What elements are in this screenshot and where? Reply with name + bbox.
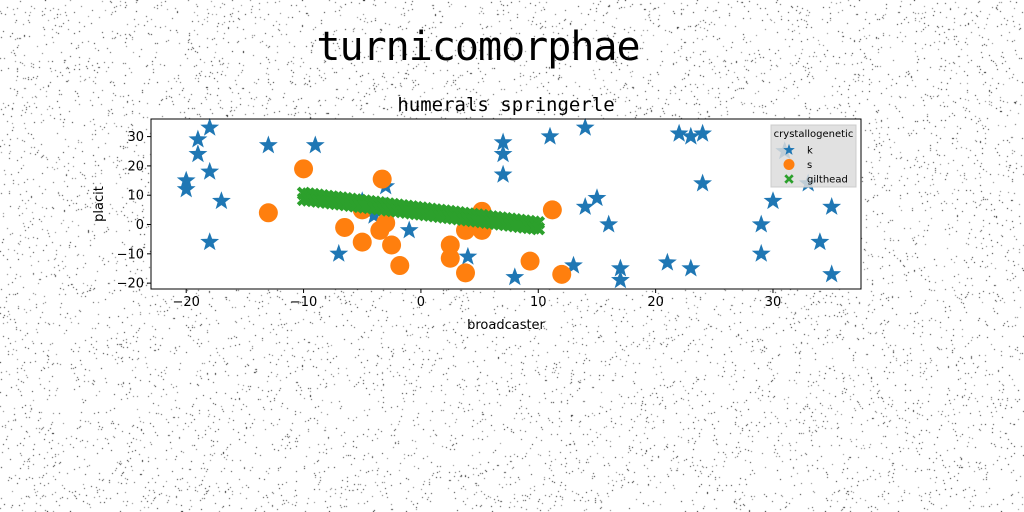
data-point-k: [575, 197, 595, 215]
data-point-s: [376, 213, 396, 233]
legend-marker-gilthead: [784, 174, 794, 184]
data-point-k: [200, 232, 220, 251]
data-point-k: [822, 197, 842, 215]
data-point-k: [564, 255, 583, 274]
data-point-s: [440, 235, 460, 255]
x-tick-label: 30: [765, 295, 782, 310]
y-tick-label: 10: [127, 189, 144, 204]
data-point-s: [294, 159, 314, 179]
data-point-k: [763, 191, 783, 210]
data-point-k: [188, 129, 208, 148]
data-point-s: [382, 235, 402, 255]
data-point-s: [352, 232, 372, 252]
y-tick-label: 0: [136, 218, 144, 233]
data-point-k: [493, 132, 513, 151]
x-tick-label: 10: [530, 295, 547, 310]
y-tick-label: −20: [117, 277, 144, 292]
data-point-k: [305, 135, 325, 154]
y-tick-label: −10: [117, 247, 144, 262]
data-point-k: [611, 270, 630, 289]
data-point-s: [542, 200, 562, 220]
data-point-s: [552, 264, 572, 284]
data-point-s: [440, 248, 460, 268]
data-point-k: [681, 258, 701, 277]
data-point-k: [751, 243, 771, 262]
data-point-k: [751, 214, 771, 233]
data-point-k: [669, 123, 689, 142]
data-point-k: [258, 135, 278, 154]
data-point-k: [200, 161, 220, 180]
data-point-k: [657, 252, 677, 271]
legend-label: s: [807, 160, 812, 171]
data-point-s: [520, 251, 540, 271]
data-point-k: [611, 258, 630, 277]
data-point-s: [456, 220, 476, 240]
data-point-k: [176, 179, 196, 198]
data-point-k: [822, 264, 842, 283]
y-axis-label: placit: [92, 186, 107, 222]
legend-label: gilthead: [807, 175, 848, 186]
series-gilthead: [296, 186, 546, 236]
data-point-k: [493, 144, 513, 163]
x-axis: −20 −10 0 10 20 30: [172, 289, 781, 310]
data-point-s: [372, 169, 392, 189]
figure-title: turnicomorphae: [316, 24, 640, 70]
data-point-k: [587, 188, 607, 207]
x-tick-label: 20: [647, 295, 664, 310]
legend-title: crystallogenetic: [774, 129, 854, 140]
data-point-k: [693, 173, 712, 192]
y-axis: −20 −10 0 10 20 30: [117, 130, 151, 292]
chart-marks: [176, 117, 842, 289]
x-tick-label: 0: [417, 295, 425, 310]
legend-marker-s: [783, 159, 795, 170]
legend: crystallogenetic ks gilthead: [770, 124, 857, 188]
x-tick-label: −10: [290, 295, 317, 310]
data-point-k: [540, 126, 560, 145]
plot-frame: [150, 118, 862, 290]
data-point-k: [493, 164, 513, 183]
x-axis-label: broadcaster: [467, 318, 545, 333]
data-point-k: [599, 214, 619, 233]
data-point-k: [188, 144, 208, 163]
legend-label: k: [807, 146, 813, 157]
data-point-s: [390, 256, 410, 276]
data-point-s: [258, 203, 278, 223]
data-point-s: [456, 263, 476, 283]
chart-title: humerals springerle: [397, 94, 614, 116]
data-point-k: [212, 191, 231, 210]
data-point-k: [329, 243, 349, 262]
data-point-k: [200, 117, 220, 136]
data-point-s: [335, 217, 355, 237]
data-point-k: [505, 267, 525, 286]
y-tick-label: 20: [127, 159, 144, 174]
data-point-k: [399, 220, 419, 239]
legend-marker-k: [783, 143, 795, 155]
data-point-k: [693, 123, 712, 142]
y-tick-label: 30: [127, 130, 144, 145]
data-point-gilthead: [531, 221, 546, 236]
data-point-k: [810, 232, 830, 251]
x-tick-label: −20: [172, 295, 199, 310]
data-point-k: [458, 246, 478, 265]
data-point-k: [681, 126, 701, 145]
data-point-k: [575, 117, 595, 136]
